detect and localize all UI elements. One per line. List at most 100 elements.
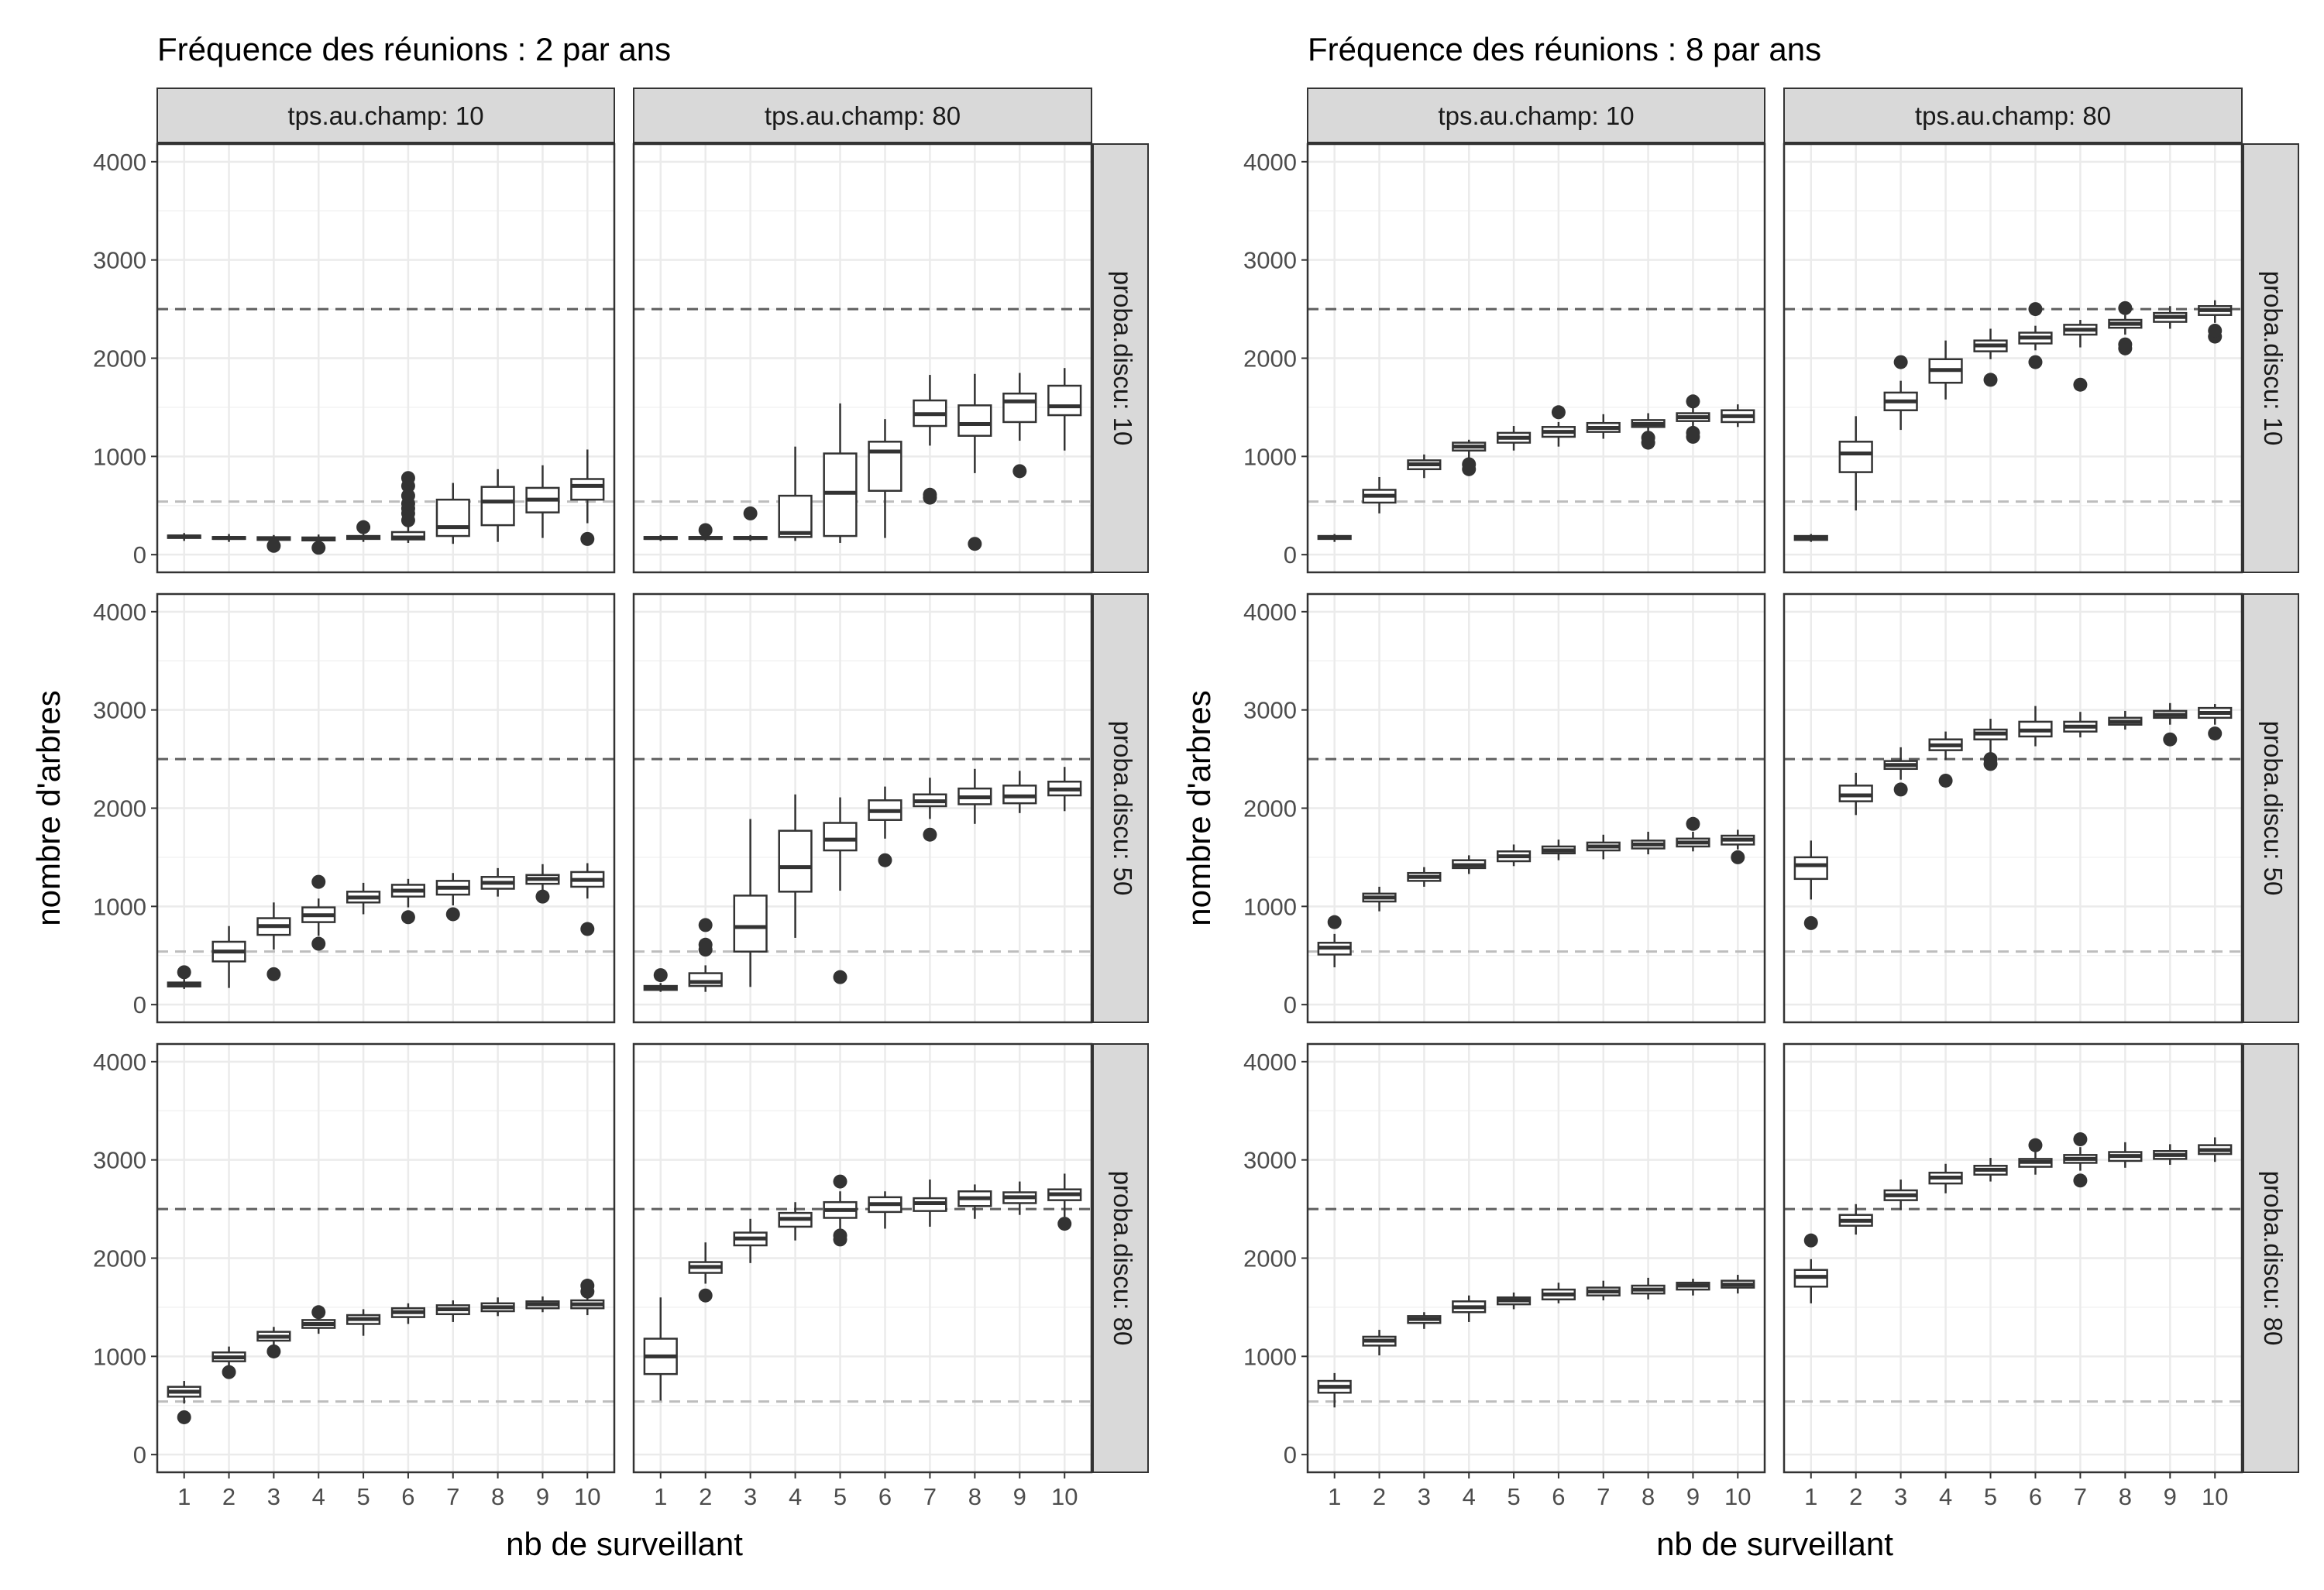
box xyxy=(570,1279,605,1316)
panel-border xyxy=(156,143,616,574)
box xyxy=(1973,328,2008,387)
box xyxy=(1407,867,1442,887)
box xyxy=(480,867,515,897)
y-tick-label: 1000 xyxy=(1243,443,1297,470)
y-tick-label: 4000 xyxy=(93,1049,146,1076)
outlier-point xyxy=(2073,1132,2088,1147)
row-strip-label: proba.discu: 80 xyxy=(1109,1171,1137,1346)
box xyxy=(1721,829,1755,864)
box xyxy=(256,902,291,981)
box xyxy=(688,523,723,541)
x-tick-label: 4 xyxy=(789,1483,802,1510)
y-tick-label: 4000 xyxy=(1243,149,1297,176)
outlier-point xyxy=(698,937,713,952)
panel xyxy=(632,143,1093,574)
box xyxy=(1362,1330,1397,1356)
box xyxy=(823,403,858,543)
y-tick-label: 1000 xyxy=(1243,893,1297,920)
box xyxy=(435,873,470,922)
box xyxy=(1317,1372,1352,1408)
box xyxy=(390,878,425,925)
panel xyxy=(1306,592,1766,1024)
box xyxy=(1676,816,1710,852)
y-tick-label: 0 xyxy=(1284,541,1297,568)
x-tick-label: 5 xyxy=(1507,1483,1520,1510)
box xyxy=(1721,1275,1755,1294)
box xyxy=(1047,368,1082,451)
x-tick-label: 1 xyxy=(654,1483,667,1510)
outlier-point xyxy=(2028,302,2043,317)
box xyxy=(913,1180,947,1227)
box xyxy=(346,882,381,915)
x-tick-label: 9 xyxy=(536,1483,549,1510)
row-strip xyxy=(1092,143,1149,573)
x-tick-label: 7 xyxy=(923,1483,937,1510)
panel xyxy=(632,592,1093,1024)
outlier-point xyxy=(311,541,326,555)
box xyxy=(1407,454,1442,479)
outlier-point xyxy=(445,907,460,922)
outlier-point xyxy=(2118,300,2133,315)
box xyxy=(211,534,246,542)
box xyxy=(256,534,291,553)
box xyxy=(1002,771,1037,813)
outlier-point xyxy=(580,531,595,546)
box-body xyxy=(868,441,902,492)
box xyxy=(1541,1283,1576,1303)
x-tick-label: 7 xyxy=(2074,1483,2087,1510)
x-tick-label: 3 xyxy=(1894,1483,1907,1510)
box xyxy=(778,794,813,938)
box xyxy=(1838,1204,1873,1235)
box xyxy=(1452,1295,1487,1322)
outlier-point xyxy=(878,853,892,867)
box-body xyxy=(778,494,813,538)
y-tick-label: 0 xyxy=(133,991,146,1018)
x-tick-label: 6 xyxy=(878,1483,892,1510)
box xyxy=(1407,1312,1442,1329)
box-body xyxy=(435,498,470,537)
box xyxy=(525,465,560,538)
box xyxy=(2198,300,2233,344)
x-tick-label: 8 xyxy=(491,1483,504,1510)
box-body xyxy=(688,972,723,987)
box xyxy=(957,768,992,824)
outlier-point xyxy=(1641,431,1655,445)
box xyxy=(1541,840,1576,860)
outlier-point xyxy=(1686,394,1700,409)
y-tick-label: 2000 xyxy=(1243,1245,1297,1272)
box xyxy=(1362,886,1397,912)
y-tick-label: 1000 xyxy=(1243,1343,1297,1370)
box xyxy=(1047,767,1082,812)
y-tick-label: 1000 xyxy=(93,443,146,470)
panel-border xyxy=(156,592,616,1024)
outlier-point xyxy=(1327,915,1342,929)
x-tick-label: 3 xyxy=(744,1483,757,1510)
x-tick-label: 10 xyxy=(2202,1483,2228,1510)
box xyxy=(1793,1233,1828,1303)
x-tick-label: 1 xyxy=(177,1483,191,1510)
outlier-point xyxy=(1893,782,1908,797)
box xyxy=(2108,300,2143,355)
box-body xyxy=(957,404,992,437)
box-body xyxy=(778,829,813,893)
x-tick-label: 4 xyxy=(1939,1483,1952,1510)
outlier-point xyxy=(1803,1233,1818,1248)
x-tick-label: 7 xyxy=(446,1483,459,1510)
x-tick-label: 4 xyxy=(1463,1483,1476,1510)
box xyxy=(1541,405,1576,447)
box xyxy=(480,1297,515,1317)
x-tick-label: 9 xyxy=(1686,1483,1700,1510)
row-strip xyxy=(2243,593,2299,1023)
outlier-point xyxy=(222,1365,236,1379)
outlier-point xyxy=(1462,457,1477,472)
box xyxy=(570,449,605,546)
row-strip-label: proba.discu: 10 xyxy=(1109,271,1137,446)
column-strip xyxy=(1307,88,1765,143)
box xyxy=(301,1305,336,1334)
box xyxy=(2198,704,2233,741)
box xyxy=(2153,702,2188,747)
x-tick-label: 1 xyxy=(1328,1483,1341,1510)
column-strip-label: tps.au.champ: 80 xyxy=(1915,101,2111,130)
x-tick-label: 10 xyxy=(1051,1483,1078,1510)
box xyxy=(256,1327,291,1358)
